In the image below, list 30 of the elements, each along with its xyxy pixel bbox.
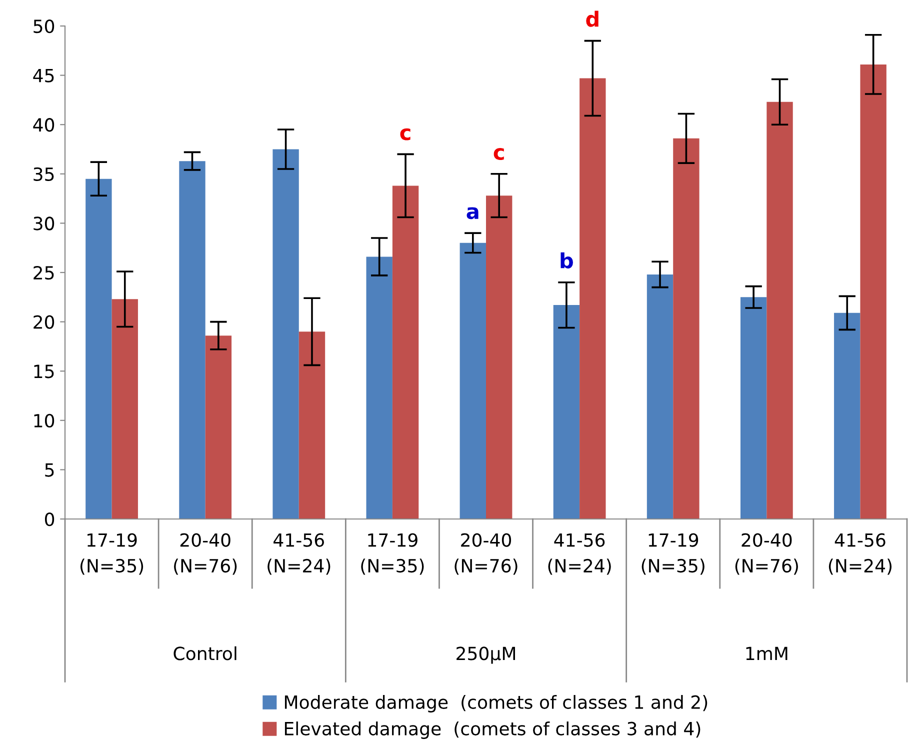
data-label: a xyxy=(466,207,478,220)
y-tick-label: 20 xyxy=(34,315,54,329)
y-tick-label: 40 xyxy=(33,118,54,132)
y-tick-label: 45 xyxy=(33,68,54,82)
y-tick-label: 15 xyxy=(34,364,54,378)
y-tick-label: 5 xyxy=(45,463,54,477)
x-tick-label: 20-40 (N=76) xyxy=(735,533,798,575)
y-tick-label: 35 xyxy=(34,167,54,182)
legend-label: Moderate damage (comets of classes 1 and 2) xyxy=(284,694,708,712)
x-tick-label: 41-56 (N=24) xyxy=(268,533,330,575)
text: 250µM xyxy=(456,646,515,664)
y-tick-label: 25 xyxy=(34,266,54,280)
data-label: b xyxy=(560,252,573,268)
x-tick-label: 17-19 (N=35) xyxy=(361,533,424,575)
x-tick-label: 20-40 (N=76) xyxy=(174,533,237,575)
text: 1mM xyxy=(746,646,788,660)
y-tick-label: 10 xyxy=(34,414,54,428)
y-tick-label: 30 xyxy=(34,216,54,230)
data-label: d xyxy=(586,10,598,27)
y-tick-label: 0 xyxy=(44,512,54,526)
x-tick-label: 41-56 (N=24) xyxy=(548,533,611,575)
data-label: c xyxy=(400,128,410,140)
x-tick-label: 20-40 (N=76) xyxy=(454,533,518,575)
x-tick-label: 41-56 (N=24) xyxy=(828,533,892,575)
text: Control xyxy=(174,646,236,660)
legend-label: Elevated damage (comets of classes 3 and 4) xyxy=(284,721,700,739)
y-tick-label: 50 xyxy=(34,19,54,34)
x-tick-label: 17-19 (N=35) xyxy=(80,533,144,575)
x-tick-label: 17-19 (N=35) xyxy=(642,533,704,575)
data-label: c xyxy=(494,148,504,160)
